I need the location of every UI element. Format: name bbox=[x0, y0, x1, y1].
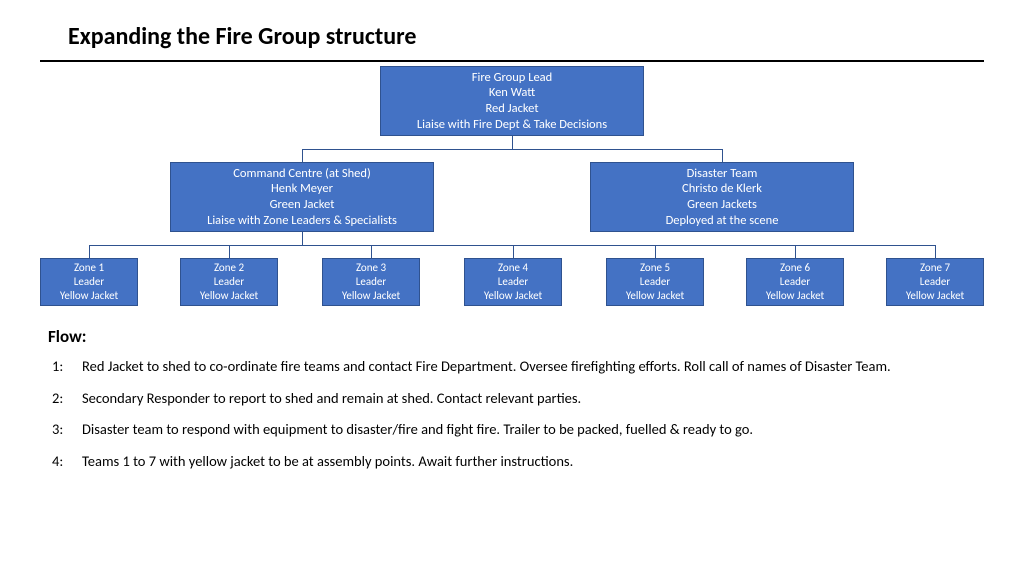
flow-item: Disaster team to respond with equipment … bbox=[48, 420, 976, 440]
org-connector bbox=[935, 245, 936, 258]
org-chart: Fire Group LeadKen WattRed JacketLiaise … bbox=[40, 66, 984, 316]
org-node-line: Zone 1 bbox=[41, 261, 137, 275]
org-node-line: Leader bbox=[323, 275, 419, 289]
org-node-line: Christo de Klerk bbox=[591, 181, 853, 197]
flow-item: Red Jacket to shed to co-ordinate fire t… bbox=[48, 357, 976, 377]
org-node-line: Ken Watt bbox=[381, 85, 643, 101]
org-node-line: Zone 6 bbox=[747, 261, 843, 275]
org-node-line: Liaise with Zone Leaders & Specialists bbox=[171, 213, 433, 229]
flow-item: Teams 1 to 7 with yellow jacket to be at… bbox=[48, 452, 976, 472]
org-node-line: Leader bbox=[41, 275, 137, 289]
org-connector bbox=[302, 149, 303, 162]
org-node-line: Red Jacket bbox=[381, 101, 643, 117]
org-node-dt: Disaster TeamChristo de KlerkGreen Jacke… bbox=[590, 162, 854, 232]
org-node-line: Disaster Team bbox=[591, 166, 853, 182]
org-node-line: Yellow Jacket bbox=[181, 289, 277, 303]
org-node-line: Leader bbox=[747, 275, 843, 289]
flow-heading: Flow: bbox=[48, 326, 976, 347]
title-divider bbox=[40, 60, 984, 62]
flow-list: Red Jacket to shed to co-ordinate fire t… bbox=[48, 357, 976, 471]
org-node-z7: Zone 7LeaderYellow Jacket bbox=[886, 258, 984, 306]
org-node-line: Zone 5 bbox=[607, 261, 703, 275]
org-connector bbox=[655, 245, 656, 258]
page-title: Expanding the Fire Group structure bbox=[68, 22, 416, 51]
flow-section: Flow: Red Jacket to shed to co-ordinate … bbox=[48, 326, 976, 483]
org-node-line: Henk Meyer bbox=[171, 181, 433, 197]
org-node-z1: Zone 1LeaderYellow Jacket bbox=[40, 258, 138, 306]
org-node-line: Zone 3 bbox=[323, 261, 419, 275]
org-connector bbox=[795, 245, 796, 258]
org-node-line: Leader bbox=[887, 275, 983, 289]
org-connector bbox=[371, 245, 372, 258]
org-node-line: Yellow Jacket bbox=[747, 289, 843, 303]
org-node-line: Leader bbox=[465, 275, 561, 289]
org-node-line: Yellow Jacket bbox=[41, 289, 137, 303]
flow-item: Secondary Responder to report to shed an… bbox=[48, 389, 976, 409]
org-node-line: Yellow Jacket bbox=[323, 289, 419, 303]
org-connector bbox=[513, 245, 514, 258]
org-node-line: Leader bbox=[607, 275, 703, 289]
org-node-root: Fire Group LeadKen WattRed JacketLiaise … bbox=[380, 66, 644, 136]
org-connector bbox=[229, 245, 230, 258]
org-node-z5: Zone 5LeaderYellow Jacket bbox=[606, 258, 704, 306]
org-node-line: Command Centre (at Shed) bbox=[171, 166, 433, 182]
org-node-line: Yellow Jacket bbox=[465, 289, 561, 303]
org-node-line: Yellow Jacket bbox=[887, 289, 983, 303]
org-node-z3: Zone 3LeaderYellow Jacket bbox=[322, 258, 420, 306]
org-node-line: Liaise with Fire Dept & Take Decisions bbox=[381, 117, 643, 133]
org-node-line: Zone 2 bbox=[181, 261, 277, 275]
org-node-z4: Zone 4LeaderYellow Jacket bbox=[464, 258, 562, 306]
org-connector bbox=[89, 245, 935, 246]
org-connector bbox=[512, 136, 513, 149]
org-node-z6: Zone 6LeaderYellow Jacket bbox=[746, 258, 844, 306]
org-connector bbox=[722, 149, 723, 162]
org-node-line: Green Jacket bbox=[171, 197, 433, 213]
org-connector bbox=[302, 232, 303, 245]
org-node-line: Leader bbox=[181, 275, 277, 289]
org-node-line: Zone 7 bbox=[887, 261, 983, 275]
org-connector bbox=[302, 149, 722, 150]
org-node-line: Zone 4 bbox=[465, 261, 561, 275]
org-connector bbox=[89, 245, 90, 258]
org-node-line: Green Jackets bbox=[591, 197, 853, 213]
org-node-line: Deployed at the scene bbox=[591, 213, 853, 229]
org-node-line: Fire Group Lead bbox=[381, 70, 643, 86]
org-node-line: Yellow Jacket bbox=[607, 289, 703, 303]
org-node-z2: Zone 2LeaderYellow Jacket bbox=[180, 258, 278, 306]
org-node-cc: Command Centre (at Shed)Henk MeyerGreen … bbox=[170, 162, 434, 232]
